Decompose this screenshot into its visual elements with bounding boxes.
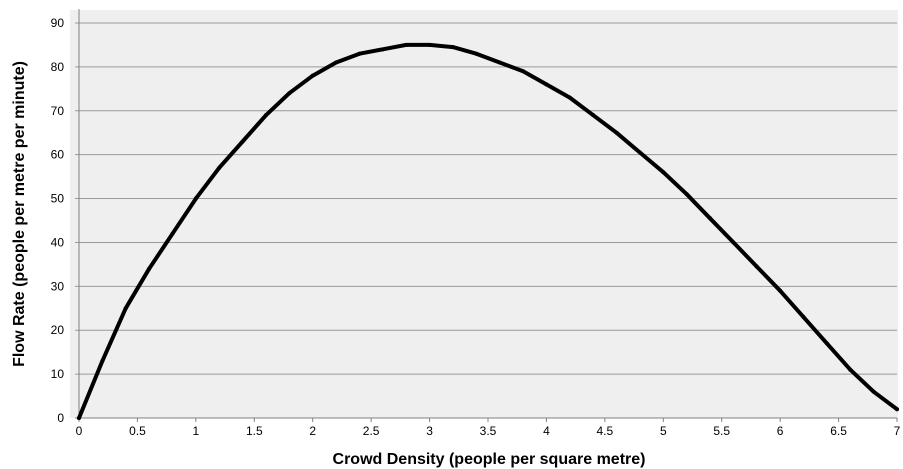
data-point <box>801 315 806 320</box>
x-tick-label: 3.5 <box>480 424 497 438</box>
x-tick-label: 6 <box>777 424 784 438</box>
y-tick-label: 40 <box>51 235 65 249</box>
x-tick-label: 5 <box>660 424 667 438</box>
y-tick-label: 30 <box>51 279 65 293</box>
data-point <box>708 216 713 221</box>
y-tick-label: 60 <box>51 148 65 162</box>
data-point <box>778 288 783 293</box>
data-point <box>310 73 315 78</box>
y-tick-label: 70 <box>51 104 65 118</box>
y-tick-label: 20 <box>51 323 65 337</box>
series-line <box>77 42 899 420</box>
data-point <box>824 341 829 346</box>
data-point <box>147 266 152 271</box>
x-axis-title: Crowd Density (people per square metre) <box>333 451 646 468</box>
data-point <box>123 306 128 311</box>
x-tick-label: 4.5 <box>597 424 614 438</box>
plot-area <box>70 10 898 418</box>
y-axis-title: Flow Rate (people per metre per minute) <box>11 61 28 367</box>
data-point <box>427 42 432 47</box>
y-tick-label: 0 <box>57 411 64 425</box>
data-point <box>287 91 292 96</box>
x-tick-label: 1.5 <box>246 424 263 438</box>
data-point <box>263 113 268 118</box>
data-point <box>170 231 175 236</box>
x-tick-label: 2.5 <box>363 424 380 438</box>
data-point <box>497 60 502 65</box>
data-point <box>193 196 198 201</box>
data-point <box>848 367 853 372</box>
x-tick-label: 0 <box>76 424 83 438</box>
data-point <box>357 51 362 56</box>
data-point <box>217 165 222 170</box>
y-tick-label: 90 <box>51 16 65 30</box>
series-lines <box>77 42 899 420</box>
data-point <box>614 130 619 135</box>
data-point <box>895 407 899 412</box>
data-point <box>567 95 572 100</box>
data-point <box>380 47 385 52</box>
x-tick-label: 6.5 <box>830 424 847 438</box>
x-tick-label: 7 <box>894 424 901 438</box>
data-point <box>871 389 876 394</box>
x-tick-label: 5.5 <box>713 424 730 438</box>
data-point <box>544 82 549 87</box>
x-tick-label: 4 <box>543 424 550 438</box>
data-point <box>474 51 479 56</box>
y-tick-label: 80 <box>51 60 65 74</box>
data-point <box>731 240 736 245</box>
data-point <box>240 139 245 144</box>
x-tick-label: 3 <box>426 424 433 438</box>
data-point <box>684 192 689 197</box>
x-tick-label: 0.5 <box>129 424 146 438</box>
data-point <box>591 113 596 118</box>
x-tick-label: 2 <box>309 424 316 438</box>
tick-labels: 0 0.5 1 1.5 2 2.5 3 3.5 4 4.5 5 5.5 6 6.5 701020304050… <box>51 16 901 438</box>
grid-lines <box>75 22 897 375</box>
data-point <box>754 264 759 269</box>
y-tick-label: 50 <box>51 192 65 206</box>
data-point <box>521 69 526 74</box>
data-point <box>334 60 339 65</box>
data-point <box>450 45 455 50</box>
data-point <box>661 170 666 175</box>
y-tick-label: 10 <box>51 367 65 381</box>
data-point <box>100 358 105 363</box>
data-point <box>637 150 642 155</box>
data-point <box>77 416 81 420</box>
x-tick-label: 1 <box>193 424 200 438</box>
data-point <box>404 42 409 47</box>
